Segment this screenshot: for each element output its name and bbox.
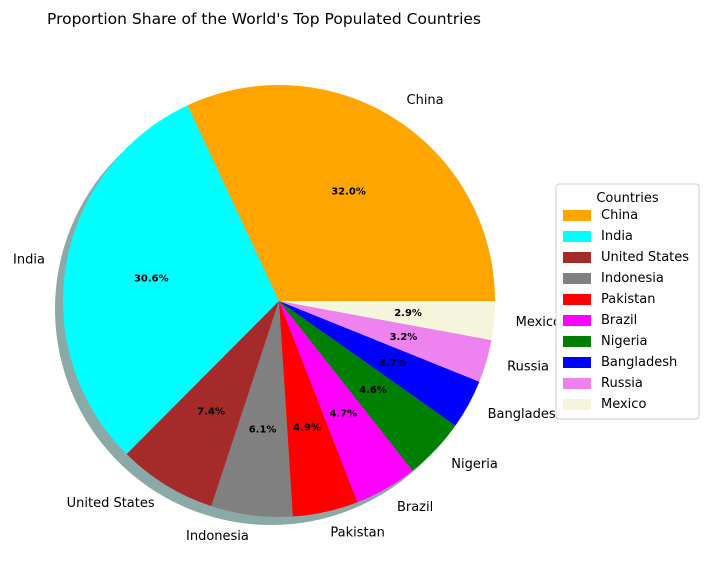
slice-pakistan (279, 301, 358, 517)
legend-label-united-states: United States (601, 250, 689, 265)
percent-china: 32.0% (331, 187, 366, 198)
percent-united-states: 7.4% (197, 406, 225, 417)
percent-bangladesh: 3.7% (379, 358, 407, 369)
legend-label-china: China (601, 208, 638, 223)
label-china: China (407, 93, 444, 108)
legend-label-nigeria: Nigeria (601, 334, 648, 349)
label-bangladesh: Bangladesh (488, 407, 564, 422)
percent-russia: 3.2% (390, 332, 418, 343)
label-brazil: Brazil (397, 500, 433, 515)
legend-label-india: India (601, 229, 633, 244)
percent-india: 30.6% (134, 274, 169, 285)
percent-indonesia: 6.1% (249, 425, 277, 436)
percent-nigeria: 4.6% (359, 385, 387, 396)
legend-label-russia: Russia (601, 376, 643, 391)
slice-bangladesh (279, 301, 480, 426)
slice-labels: China India United States Indonesia Pakistan… (13, 93, 564, 544)
legend-swatch-russia (563, 378, 591, 389)
percent-brazil: 4.7% (329, 409, 357, 420)
legend-frame (555, 183, 700, 420)
legend-swatch-nigeria (563, 336, 591, 347)
legend-swatch-pakistan (563, 294, 591, 305)
legend-label-indonesia: Indonesia (601, 271, 664, 286)
slice-indonesia (211, 301, 293, 518)
slice-united-states (126, 301, 279, 507)
percent-labels: 32.0% 30.6% 7.4% 6.1% 4.9% 4.7% 4.6% 3.7% 3.2% 2.… (134, 187, 422, 436)
legend-swatch-indonesia (563, 273, 591, 284)
label-nigeria: Nigeria (451, 457, 498, 472)
slice-russia (279, 301, 492, 382)
label-pakistan: Pakistan (330, 525, 384, 540)
slice-nigeria (279, 301, 456, 471)
label-united-states: United States (67, 496, 155, 511)
label-indonesia: Indonesia (186, 529, 249, 544)
legend-label-brazil: Brazil (601, 313, 637, 328)
slice-mexico (279, 301, 495, 341)
legend-title: Countries (596, 191, 659, 206)
percent-pakistan: 4.9% (293, 423, 321, 434)
legend: Countries China India United States Indones… (555, 183, 700, 420)
label-india: India (13, 253, 45, 268)
pie-slices (63, 85, 495, 518)
slice-china (187, 85, 495, 301)
label-mexico: Mexico (516, 315, 561, 330)
slice-india (63, 105, 280, 455)
legend-label-bangladesh: Bangladesh (601, 355, 677, 370)
label-russia: Russia (507, 360, 549, 375)
slice-brazil (279, 301, 413, 503)
legend-swatch-mexico (563, 399, 591, 410)
legend-swatch-china (563, 210, 591, 221)
legend-label-pakistan: Pakistan (601, 292, 655, 307)
legend-swatch-india (563, 231, 591, 242)
legend-swatch-united-states (563, 252, 591, 263)
legend-swatch-brazil (563, 315, 591, 326)
legend-label-mexico: Mexico (601, 397, 646, 412)
legend-swatch-bangladesh (563, 357, 591, 368)
chart-title: Proportion Share of the World's Top Popu… (47, 10, 481, 28)
percent-mexico: 2.9% (394, 308, 422, 319)
